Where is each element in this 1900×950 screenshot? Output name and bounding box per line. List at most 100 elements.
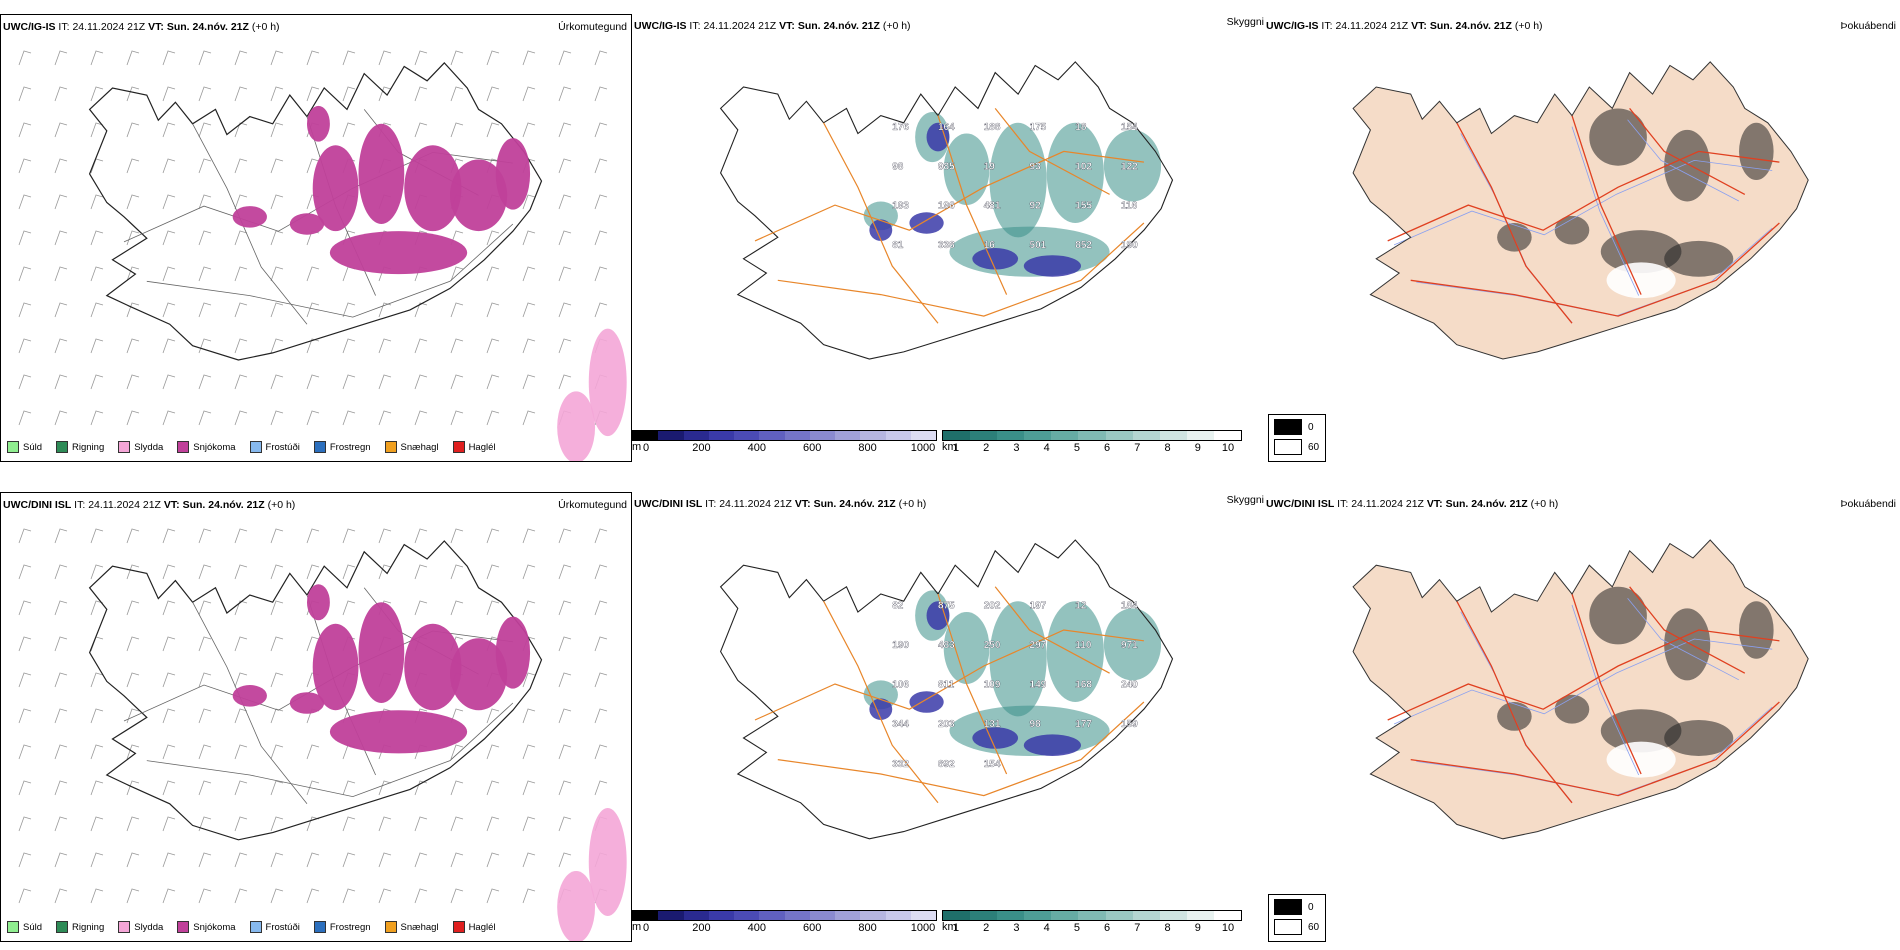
wind-barb	[342, 528, 356, 544]
wind-barb	[270, 600, 284, 616]
road-line	[1571, 593, 1642, 775]
weather-area	[1664, 720, 1734, 756]
wind-barb	[558, 528, 572, 544]
wind-barb	[558, 266, 572, 282]
colorbar-tick: 7	[1134, 442, 1141, 454]
valid-label: VT:	[1426, 498, 1443, 510]
wind-barb	[90, 564, 104, 580]
road-line	[1571, 115, 1642, 295]
wind-barb	[450, 338, 464, 354]
wind-barb	[54, 122, 68, 138]
height-label: 338	[938, 240, 955, 251]
road-line	[1627, 119, 1739, 202]
weather-area	[450, 638, 508, 711]
valid-time: Sun. 24.nóv. 21Z	[166, 21, 249, 33]
wind-barb	[198, 86, 212, 102]
wind-barb	[162, 374, 176, 390]
wind-barb	[126, 410, 140, 426]
height-label: 81	[892, 240, 904, 251]
colorbar-tick: 7	[1134, 922, 1141, 934]
legend-label: Frostúði	[265, 921, 300, 933]
wind-barb	[414, 816, 428, 832]
wind-barbs	[18, 528, 608, 904]
height-label: 892	[938, 759, 955, 770]
valid-time: Sun. 24.nóv. 21Z	[1445, 498, 1528, 510]
colorbar-tick: 9	[1194, 922, 1201, 934]
init-time: 24.11.2024 21Z	[88, 499, 161, 511]
wind-barb	[378, 338, 392, 354]
wind-barb	[126, 852, 140, 868]
cloud-map-bottom: 82 875 202 197 12 184 190 483 250 297 110 971 106 811…	[719, 539, 1174, 840]
wind-barb	[54, 672, 68, 688]
wind-barb	[522, 600, 536, 616]
wind-barb	[522, 744, 536, 760]
wind-barb	[486, 816, 500, 832]
colorbar-tick: 6	[1104, 922, 1111, 934]
wind-barb	[18, 528, 32, 544]
wind-barb	[54, 194, 68, 210]
fog-areas	[1497, 108, 1774, 299]
wind-barb	[450, 708, 464, 724]
legend-item: Slydda	[118, 921, 163, 933]
wind-barb	[54, 780, 68, 796]
wind-barb	[126, 528, 140, 544]
init-label: IT:	[689, 20, 701, 32]
wind-barb	[198, 636, 212, 652]
model-name: UWC/DINI ISL	[634, 498, 703, 510]
weather-area	[943, 133, 990, 206]
fog-legend-item: 60	[1274, 919, 1320, 935]
colorbar-tick: 1	[952, 442, 960, 454]
colorbar-cell	[708, 911, 734, 920]
wind-barb	[198, 122, 212, 138]
panel-header: UWC/IG-IS IT: 24.11.2024 21Z VT: Sun. 24…	[3, 21, 280, 33]
wind-barb	[522, 672, 536, 688]
weather-area	[1606, 262, 1676, 299]
wind-barb	[306, 888, 320, 904]
colorbar-tick: 600	[803, 922, 822, 934]
legend-swatch	[56, 921, 69, 933]
colorbar-cell	[997, 911, 1025, 920]
wind-barb	[414, 600, 428, 616]
wind-barb	[54, 158, 68, 174]
wind-barb	[18, 852, 32, 868]
wind-barb	[558, 564, 572, 580]
colorbar-tick: 0	[642, 922, 650, 934]
legend-label: Frostregn	[329, 441, 371, 453]
precip-legend: Súld Rigning Slydda Snjókoma Frostúði Frostre…	[7, 921, 504, 933]
colorbar-tick: 600	[803, 442, 822, 454]
valid-label: VT:	[779, 20, 795, 32]
wind-barb	[558, 338, 572, 354]
wind-barb	[234, 852, 248, 868]
height-label: 202	[984, 600, 1001, 611]
wind-barb	[18, 672, 32, 688]
wind-barb	[342, 780, 356, 796]
wind-barb	[450, 780, 464, 796]
model-name: UWC/IG-IS	[1266, 20, 1319, 32]
wind-barb	[234, 708, 248, 724]
iceland-outline	[88, 540, 543, 841]
iceland-outline	[88, 62, 543, 361]
wind-barb	[306, 780, 320, 796]
colorbar-cell	[943, 911, 971, 920]
wind-barb	[18, 266, 32, 282]
colorbar-strip	[942, 430, 1242, 441]
road-line	[1571, 126, 1640, 296]
weather-area	[312, 623, 359, 711]
wind-barb	[342, 888, 356, 904]
colorbar-cell	[1186, 911, 1214, 920]
height-label: 168	[1075, 680, 1092, 691]
fog-areas	[1497, 586, 1774, 778]
legend-item: Haglél	[452, 921, 496, 933]
wind-barb	[54, 302, 68, 318]
wind-barb	[198, 600, 212, 616]
valid-label: VT:	[148, 21, 164, 33]
wind-barb	[198, 816, 212, 832]
wind-barb	[414, 780, 428, 796]
wind-barb	[414, 374, 428, 390]
weather-area	[909, 691, 944, 713]
wind-barb	[342, 852, 356, 868]
wind-barb	[18, 86, 32, 102]
wind-barb	[54, 888, 68, 904]
wind-barb	[126, 194, 140, 210]
height-label: 483	[938, 640, 955, 651]
